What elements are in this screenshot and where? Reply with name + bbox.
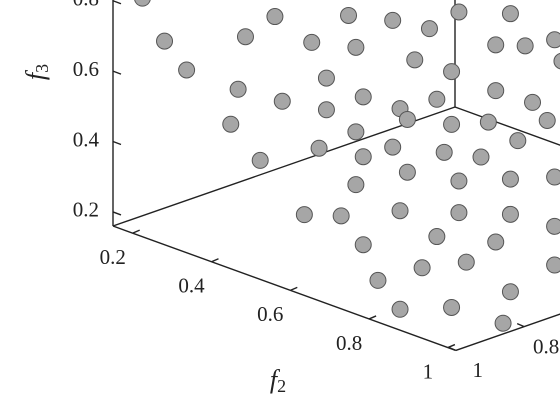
z-tick bbox=[112, 70, 122, 75]
x-axis bbox=[455, 313, 560, 352]
point bbox=[398, 163, 416, 181]
point bbox=[273, 92, 291, 110]
point bbox=[229, 80, 247, 98]
z-tick bbox=[112, 140, 122, 146]
z-tick-label: 0.2 bbox=[73, 198, 99, 222]
point bbox=[156, 32, 174, 50]
point bbox=[391, 300, 409, 318]
point bbox=[347, 176, 365, 194]
point bbox=[428, 90, 446, 108]
point bbox=[340, 6, 358, 24]
point bbox=[479, 113, 497, 131]
z-tick bbox=[112, 0, 122, 5]
point bbox=[354, 88, 372, 106]
z-tick bbox=[112, 211, 122, 216]
y-tick-label: 0.4 bbox=[178, 274, 205, 298]
point bbox=[524, 93, 542, 111]
point bbox=[487, 36, 505, 54]
point bbox=[487, 82, 505, 100]
x-tick bbox=[448, 346, 457, 352]
point bbox=[501, 170, 519, 188]
point bbox=[546, 217, 560, 235]
point bbox=[222, 115, 240, 133]
point bbox=[406, 51, 424, 69]
y-tick-label: 0.2 bbox=[100, 245, 126, 269]
point bbox=[347, 123, 365, 141]
ylabel-label-sub: 2 bbox=[277, 376, 286, 396]
point bbox=[266, 8, 284, 26]
point bbox=[494, 314, 512, 332]
point bbox=[178, 61, 196, 79]
point bbox=[443, 63, 461, 81]
point bbox=[509, 132, 527, 150]
point bbox=[443, 298, 461, 316]
x-tick-label: 1 bbox=[473, 358, 484, 382]
point bbox=[354, 148, 372, 166]
point bbox=[384, 11, 402, 29]
point bbox=[354, 236, 372, 254]
point bbox=[384, 138, 402, 156]
y-tick bbox=[368, 315, 377, 320]
zlabel-label-text: f bbox=[21, 69, 50, 80]
point bbox=[251, 151, 269, 169]
x-tick bbox=[516, 322, 525, 328]
point bbox=[546, 256, 560, 274]
z-tick-label: 0.6 bbox=[73, 57, 99, 81]
point bbox=[501, 283, 519, 301]
point bbox=[398, 110, 416, 128]
point bbox=[369, 271, 387, 289]
point bbox=[450, 204, 468, 222]
point bbox=[516, 37, 534, 55]
y-tick-label: 0.8 bbox=[336, 331, 362, 355]
point bbox=[391, 202, 409, 220]
point bbox=[553, 52, 560, 70]
point bbox=[546, 168, 560, 186]
point bbox=[295, 206, 313, 224]
point bbox=[332, 207, 350, 225]
point bbox=[134, 0, 151, 7]
z-tick-label: 0.4 bbox=[73, 127, 100, 151]
y-tick bbox=[211, 258, 219, 263]
z-tick-label: 0.8 bbox=[73, 0, 99, 11]
x-tick-label: 0.8 bbox=[533, 334, 559, 358]
point bbox=[487, 233, 505, 251]
point bbox=[236, 28, 254, 46]
zlabel-label: f3 bbox=[21, 64, 52, 80]
y-tick-label: 0.6 bbox=[257, 302, 283, 326]
zlabel-label-sub: 3 bbox=[32, 64, 52, 73]
point bbox=[420, 20, 438, 38]
point bbox=[538, 111, 556, 129]
point bbox=[546, 31, 560, 49]
y-axis bbox=[112, 225, 457, 352]
point bbox=[450, 3, 468, 21]
point bbox=[435, 143, 453, 161]
point bbox=[310, 139, 328, 157]
point bbox=[450, 172, 468, 190]
point bbox=[428, 228, 446, 246]
floor-edge bbox=[112, 106, 456, 227]
point bbox=[457, 253, 475, 271]
y-tick-label: 1 bbox=[423, 359, 434, 383]
floor-edge bbox=[454, 106, 560, 146]
point bbox=[347, 38, 365, 56]
point bbox=[413, 259, 431, 277]
point bbox=[317, 101, 335, 119]
point bbox=[501, 205, 519, 223]
point bbox=[303, 33, 321, 51]
point bbox=[472, 148, 490, 166]
y-tick bbox=[132, 229, 140, 234]
ylabel-label-text: f bbox=[270, 365, 281, 394]
point bbox=[443, 115, 461, 133]
point bbox=[317, 69, 335, 87]
y-tick bbox=[290, 286, 298, 291]
ylabel-label: f2 bbox=[270, 365, 286, 396]
point bbox=[501, 5, 519, 23]
